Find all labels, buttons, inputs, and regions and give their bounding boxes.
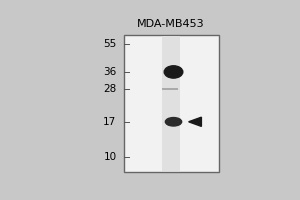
Ellipse shape [165, 118, 182, 126]
Text: MDA-MB453: MDA-MB453 [137, 19, 205, 29]
Text: 10: 10 [103, 152, 116, 162]
Text: 36: 36 [103, 67, 116, 77]
Text: 28: 28 [103, 84, 116, 94]
Bar [162, 88, 178, 90]
Circle shape [164, 66, 183, 78]
Text: 17: 17 [103, 117, 116, 127]
Bar [124, 35, 219, 172]
Text: 55: 55 [103, 39, 116, 49]
Polygon shape [189, 117, 201, 126]
Bar [162, 36, 181, 171]
